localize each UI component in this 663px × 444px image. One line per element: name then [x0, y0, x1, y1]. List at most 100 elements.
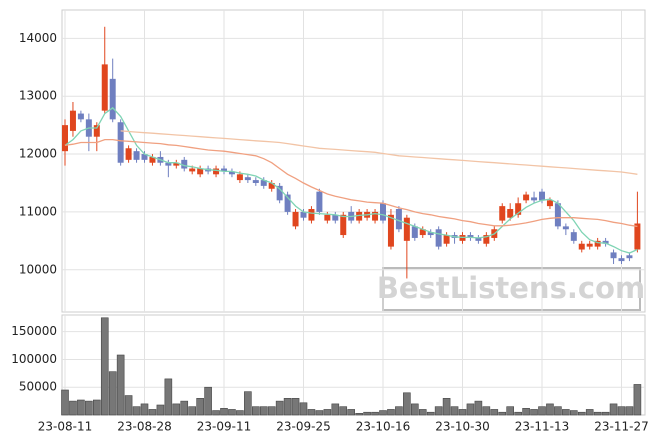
candle-body [634, 223, 641, 250]
volume-bar [180, 400, 189, 416]
volume-bar [220, 408, 228, 416]
volume-bar [291, 398, 300, 416]
volume-bar [244, 391, 252, 416]
volume-bar [61, 389, 69, 416]
volume-bar [371, 411, 379, 416]
volume-bar [498, 411, 507, 416]
volume-bar [315, 410, 324, 416]
candle-body [276, 185, 283, 201]
volume-bar [204, 386, 212, 416]
volume-bar [124, 395, 133, 416]
volume-bar [585, 409, 594, 416]
candle-body [626, 255, 633, 259]
candle-body [141, 154, 148, 160]
volume-bar [283, 398, 292, 416]
candle-body [181, 159, 188, 169]
x-tick-label: 23-08-28 [117, 420, 171, 434]
candle-body [578, 243, 585, 250]
volume-bar [593, 411, 602, 416]
candle-body [252, 180, 259, 183]
candle-body [387, 214, 394, 247]
volume-bar [418, 409, 427, 416]
candle-body [308, 209, 315, 221]
candle-body [467, 235, 474, 238]
candle-body [610, 252, 617, 259]
volume-bar [252, 406, 260, 416]
volume-bar [474, 400, 483, 416]
volume-bar [490, 409, 499, 416]
volume-bar [410, 403, 419, 416]
volume-bar [554, 406, 562, 416]
volume-bar [100, 317, 109, 416]
candle-body [62, 125, 68, 152]
y-tick-label: 14000 [19, 31, 57, 45]
volume-bar [347, 409, 356, 416]
candle-body [403, 217, 410, 241]
volume-bar [442, 398, 451, 416]
volume-bar [530, 409, 538, 416]
candle-body [419, 229, 426, 236]
volume-bar [609, 403, 618, 416]
volume-bar [633, 384, 642, 416]
volume-bar [93, 399, 101, 416]
y-tick-label: 13000 [19, 89, 57, 103]
candle-body [117, 122, 124, 163]
volume-bar [228, 409, 236, 416]
candle-body [539, 191, 545, 201]
candle-body [507, 209, 514, 218]
candle-body [133, 151, 140, 160]
y-tick-label: 11000 [19, 204, 57, 218]
volume-bar [267, 406, 276, 416]
volume-bar [601, 411, 610, 416]
volume-bar [156, 404, 165, 416]
candle-body [228, 171, 235, 175]
volume-bar [522, 408, 530, 416]
volume-bar [164, 378, 173, 416]
volume-bar [617, 406, 626, 416]
volume-bar [562, 409, 570, 416]
volume-bar [323, 409, 332, 416]
volume-bar [379, 410, 387, 416]
y-tick-label: 100000 [11, 352, 57, 366]
x-tick-label: 23-09-11 [197, 420, 251, 434]
volume-bar [331, 403, 340, 416]
candle-body [475, 237, 482, 241]
volume-bar [546, 403, 554, 416]
volume-bar [403, 392, 411, 416]
candle-body [284, 194, 291, 212]
volume-bar [387, 409, 395, 416]
candle-body [260, 180, 267, 186]
y-tick-label: 10000 [19, 262, 57, 276]
candle-body [562, 226, 569, 230]
volume-bar [577, 411, 586, 416]
x-tick-label: 23-10-30 [435, 420, 489, 434]
candle-body [483, 235, 490, 244]
x-tick-label: 23-10-16 [356, 420, 410, 434]
candle-body [300, 211, 307, 218]
candle-body [515, 203, 522, 215]
volume-bar [299, 402, 308, 416]
candle-body [546, 200, 553, 207]
volume-bar [426, 411, 435, 416]
candle-body [221, 168, 227, 172]
candle-body [332, 214, 339, 221]
volume-bar [506, 406, 515, 416]
candle-body [236, 174, 243, 181]
candle-body [499, 206, 506, 221]
x-tick-label: 23-11-13 [515, 420, 569, 434]
watermark: BestListens.com [377, 271, 645, 305]
moving-average-line [64, 138, 638, 228]
candle-body [268, 182, 275, 189]
volume-bar [116, 354, 125, 416]
candle-body [594, 240, 601, 247]
candle-body [316, 191, 323, 212]
candle-body [372, 211, 379, 221]
volume-bar [148, 409, 157, 416]
volume-bar [569, 410, 578, 416]
candle-body [395, 209, 402, 230]
x-tick-label: 23-08-11 [38, 420, 92, 434]
candle-body [570, 232, 577, 241]
candle-body [411, 226, 418, 238]
